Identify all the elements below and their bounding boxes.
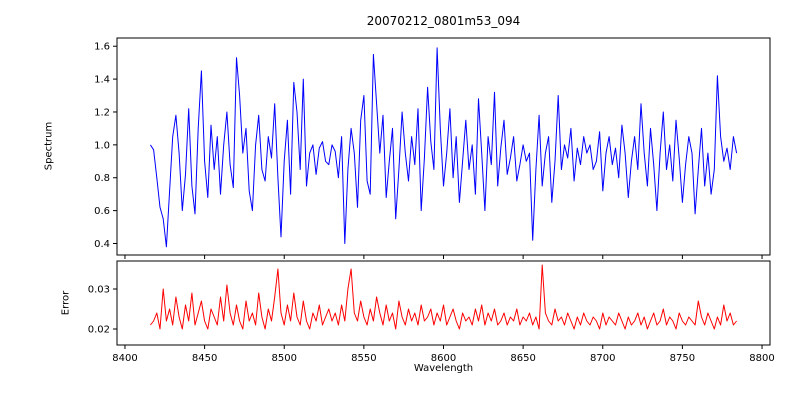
- y-tick-label: 1.2: [94, 107, 110, 118]
- x-tick-label: 8800: [749, 353, 774, 364]
- y-tick-label: 0.6: [94, 206, 110, 217]
- x-tick-label: 8400: [112, 353, 137, 364]
- x-tick-label: 8650: [510, 353, 535, 364]
- y-tick-label: 1.4: [94, 75, 110, 86]
- y-tick-label: 1.0: [94, 140, 110, 151]
- y-tick-label: 0.03: [88, 285, 110, 296]
- y-axis-label-spectrum: Spectrum: [43, 121, 55, 171]
- axes-frame: [116, 260, 771, 346]
- y-tick-label: 0.02: [88, 325, 110, 336]
- spectrum-line: [149, 47, 738, 248]
- x-tick-label: 8750: [670, 353, 695, 364]
- y-tick-label: 1.6: [94, 42, 110, 53]
- chart-title: 20070212_0801m53_094: [366, 14, 521, 28]
- error-line: [150, 264, 737, 330]
- x-tick-label: 8700: [590, 353, 615, 364]
- x-axis-label: Wavelength: [413, 363, 474, 374]
- x-tick-label: 8500: [272, 353, 297, 364]
- axes-frame: [116, 37, 771, 256]
- y-tick-label: 0.4: [94, 239, 110, 250]
- x-tick-label: 8600: [431, 353, 456, 364]
- x-tick-label: 8550: [351, 353, 376, 364]
- x-tick-label: 8450: [192, 353, 217, 364]
- y-axis-label-error: Error: [60, 290, 72, 316]
- y-tick-label: 0.8: [94, 173, 110, 184]
